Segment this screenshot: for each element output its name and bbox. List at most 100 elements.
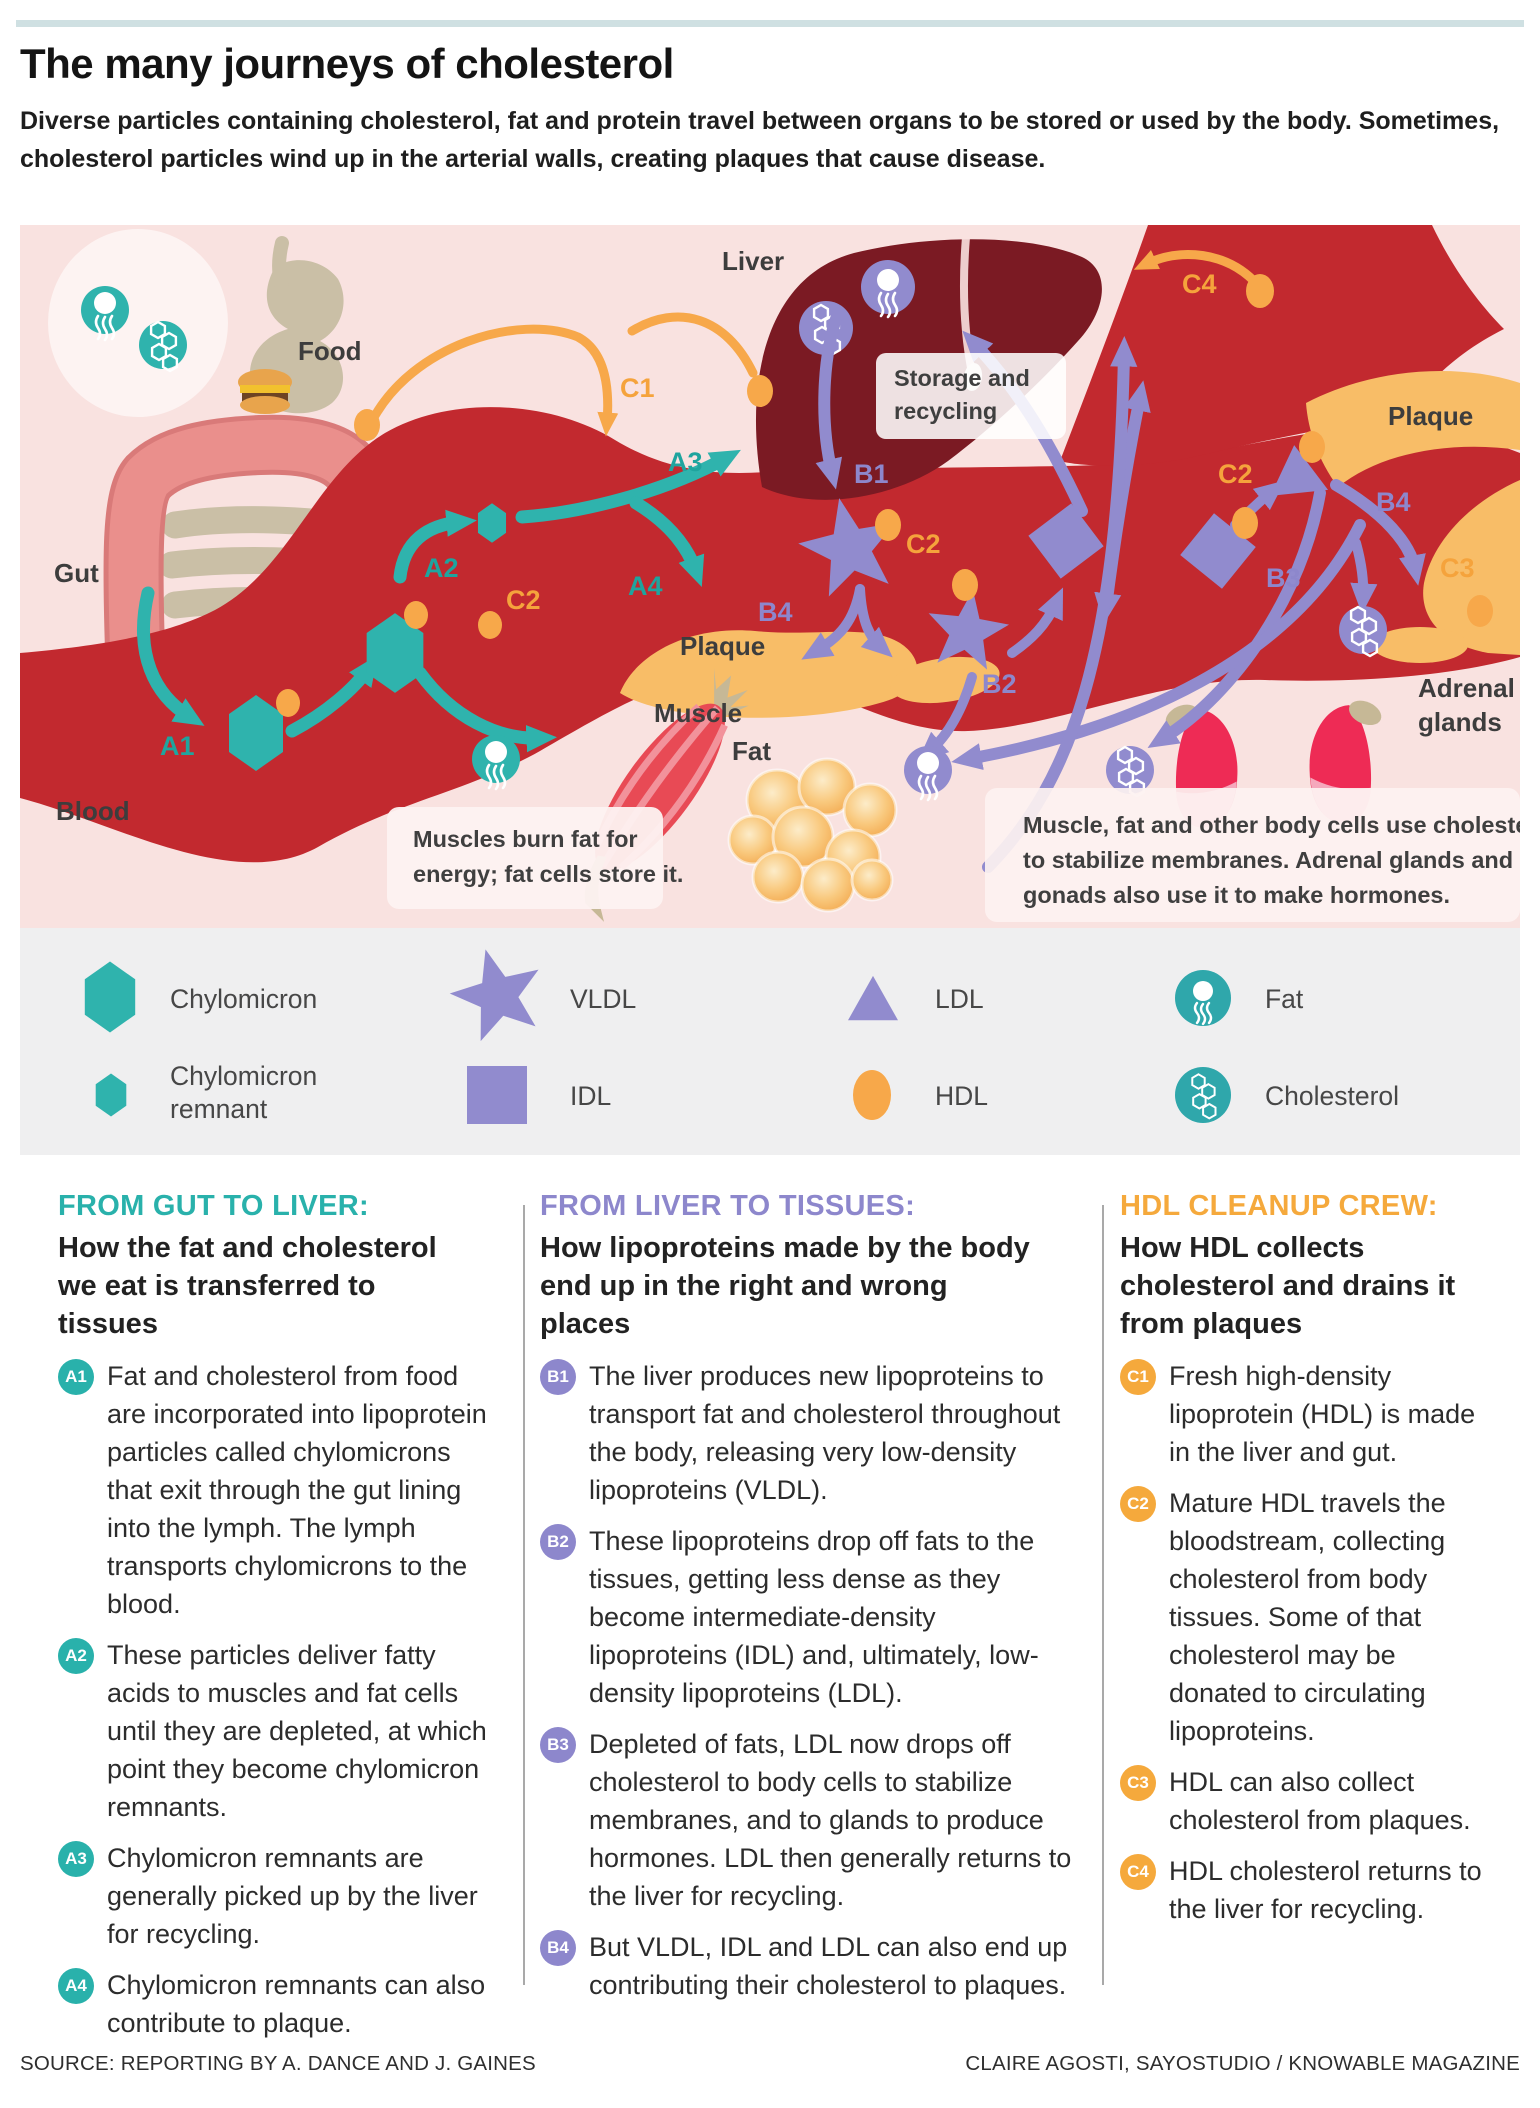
step-item-a2: A2 These particles deliver fatty acids t…: [58, 1636, 503, 1826]
step-badge: C4: [1120, 1854, 1156, 1890]
step-badge: C3: [1120, 1765, 1156, 1801]
step-badge: B1: [540, 1359, 576, 1395]
step-item-a4: A4 Chylomicron remnants can also contrib…: [58, 1966, 503, 2042]
step-badge: C1: [1120, 1359, 1156, 1395]
column-divider: [1102, 1205, 1104, 1985]
page-subtitle: Diverse particles containing cholesterol…: [20, 107, 1500, 173]
step-text: Chylomicron remnants can also contribute…: [107, 1970, 486, 2038]
column-kicker: HDL CLEANUP CREW:: [1120, 1190, 1438, 1222]
step-badge: C2: [1120, 1486, 1156, 1522]
source-credit: SOURCE: REPORTING BY A. DANCE AND J. GAI…: [20, 2052, 536, 2075]
legend-label: IDL: [570, 1081, 612, 1111]
step-c4: C4: [1182, 269, 1217, 299]
adrenal-glands-label: glands: [1418, 707, 1502, 737]
hdl-icon: [276, 274, 1493, 717]
ldl-icon: [848, 975, 898, 1021]
fat-icon: [1175, 970, 1231, 1026]
fat-label: Fat: [732, 736, 771, 766]
step-b2: B2: [982, 669, 1017, 699]
column-liver-to-tissues: FROM LIVER TO TISSUES: How lipoproteins …: [540, 1190, 1080, 2017]
step-c2: C2: [1218, 459, 1253, 489]
step-b4: B4: [1376, 487, 1411, 517]
step-badge: B3: [540, 1727, 576, 1763]
legend-label: Chylomicron: [170, 984, 318, 1014]
step-badge: A3: [58, 1841, 94, 1877]
legend-label: Fat: [1265, 984, 1304, 1014]
step-item-b1: B1 The liver produces new lipoproteins t…: [540, 1357, 1080, 1509]
step-badge: A1: [58, 1359, 94, 1395]
column-kicker: FROM GUT TO LIVER:: [58, 1190, 369, 1222]
step-badge: B2: [540, 1524, 576, 1560]
column-heading: How HDL collects cholesterol and drains …: [1120, 1232, 1456, 1340]
column-hdl-cleanup: HDL CLEANUP CREW: How HDL collects chole…: [1120, 1190, 1512, 1941]
step-b1: B1: [854, 459, 889, 489]
step-c2: C2: [506, 585, 541, 615]
step-c2: C2: [906, 529, 941, 559]
hdl-route-arrows: [367, 250, 1259, 437]
column-gut-to-liver: FROM GUT TO LIVER: How the fat and chole…: [58, 1190, 503, 2055]
step-text: HDL can also collect cholesterol from pl…: [1169, 1767, 1471, 1835]
svg-text:Muscles burn fat for: Muscles burn fat for: [413, 826, 638, 852]
muscle-label: Muscle: [654, 698, 742, 728]
step-text: The liver produces new lipoproteins to t…: [589, 1361, 1061, 1505]
column-kicker: FROM LIVER TO TISSUES:: [540, 1190, 916, 1222]
step-text: But VLDL, IDL and LDL can also end up co…: [589, 1932, 1068, 2000]
chylomicron-route-arrows: [137, 449, 741, 753]
step-c3: C3: [1440, 553, 1475, 583]
gut-label: Gut: [54, 558, 99, 588]
muscle-callout: Muscles burn fat for energy; fat cells s…: [387, 807, 683, 909]
plaque-label: Plaque: [1388, 401, 1473, 431]
svg-text:to stabilize membranes. Adrena: to stabilize membranes. Adrenal glands a…: [1023, 847, 1513, 873]
svg-text:gonads also use it to make hor: gonads also use it to make hormones.: [1023, 882, 1450, 908]
cholesterol-icon: [1106, 605, 1387, 798]
fat-icon: [861, 260, 915, 319]
legend-label: Cholesterol: [1265, 1081, 1400, 1111]
step-badge: B4: [540, 1930, 576, 1966]
step-item-a3: A3 Chylomicron remnants are generally pi…: [58, 1839, 503, 1953]
legend-label: HDL: [935, 1081, 989, 1111]
step-text: Fresh high-density lipoprotein (HDL) is …: [1169, 1361, 1476, 1467]
step-item-c2: C2 Mature HDL travels the bloodstream, c…: [1120, 1484, 1512, 1750]
legend-label: VLDL: [570, 984, 637, 1014]
svg-text:Storage and: Storage and: [894, 365, 1030, 391]
fat-cells: [727, 757, 898, 913]
page-title: The many journeys of cholesterol: [20, 40, 674, 87]
food-label: Food: [298, 336, 362, 366]
step-a1: A1: [160, 731, 195, 761]
step-text: Fat and cholesterol from food are incorp…: [107, 1361, 487, 1619]
liver-label: Liver: [722, 246, 784, 276]
step-item-b2: B2 These lipoproteins drop off fats to t…: [540, 1522, 1080, 1712]
step-badge: A4: [58, 1968, 94, 2004]
vldl-icon: [449, 949, 539, 1042]
column-heading: How the fat and cholesterol we eat is tr…: [58, 1232, 437, 1340]
step-item-c4: C4 HDL cholesterol returns to the liver …: [1120, 1852, 1512, 1928]
chylomicron-remnant-icon: [95, 1073, 127, 1117]
step-text: These particles deliver fatty acids to m…: [107, 1640, 487, 1822]
svg-text:recycling: recycling: [894, 398, 997, 424]
svg-text:energy; fat cells store it.: energy; fat cells store it.: [413, 861, 683, 887]
burger-icon: [238, 369, 292, 414]
step-a2: A2: [424, 553, 459, 583]
column-divider: [523, 1205, 525, 1985]
legend: Chylomicron VLDL LDL Fat Chylomicron rem…: [20, 928, 1520, 1155]
step-a3: A3: [668, 447, 703, 477]
step-text: HDL cholesterol returns to the liver for…: [1169, 1856, 1482, 1924]
step-text: These lipoproteins drop off fats to the …: [589, 1526, 1039, 1708]
cells-callout: Muscle, fat and other body cells use cho…: [985, 788, 1520, 922]
fat-icon: [472, 735, 952, 802]
column-heading: How lipoproteins made by the body end up…: [540, 1232, 1030, 1340]
legend-label: Chylomicron remnant: [170, 1061, 318, 1125]
step-text: Mature HDL travels the bloodstream, coll…: [1169, 1488, 1446, 1746]
step-item-c1: C1 Fresh high-density lipoprotein (HDL) …: [1120, 1357, 1512, 1471]
step-a4: A4: [628, 571, 663, 601]
idl-icon: [467, 1066, 527, 1124]
cholesterol-icon: [1175, 1067, 1231, 1123]
legend-label: LDL: [935, 984, 984, 1014]
step-item-c3: C3 HDL can also collect cholesterol from…: [1120, 1763, 1512, 1839]
cholesterol-icon: [139, 320, 187, 373]
step-item-b3: B3 Depleted of fats, LDL now drops off c…: [540, 1725, 1080, 1915]
top-accent-bar: [16, 20, 1524, 27]
step-text: Chylomicron remnants are generally picke…: [107, 1843, 478, 1949]
step-b3: B3: [1266, 563, 1301, 593]
storage-callout: Storage and recycling: [876, 353, 1066, 439]
